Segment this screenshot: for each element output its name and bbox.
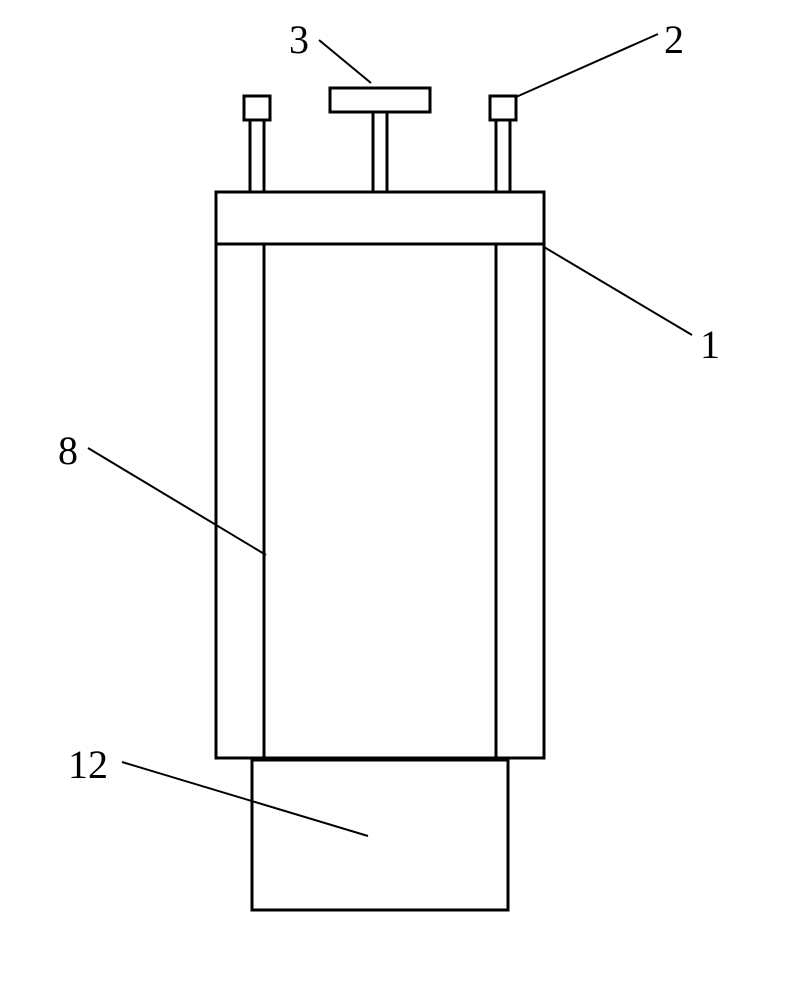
part-left-head [244,96,270,120]
label-12: 12 [68,742,108,787]
label-1: 1 [700,322,720,367]
patent-figure: 3 2 1 8 12 [0,0,798,1000]
label-3: 3 [289,17,309,62]
part-center-stem [373,112,387,192]
part-center-head [330,88,430,112]
part-left-stem [250,120,264,192]
label-8: 8 [58,428,78,473]
label-2: 2 [664,17,684,62]
leader-3 [319,40,371,83]
part-right-head [490,96,516,120]
part-top-cap [216,192,544,244]
leader-1 [544,247,692,335]
leader-2 [516,34,658,97]
part-right-stem [496,120,510,192]
leader-8 [88,448,266,555]
leader-12 [122,762,368,836]
part-base [252,760,508,910]
